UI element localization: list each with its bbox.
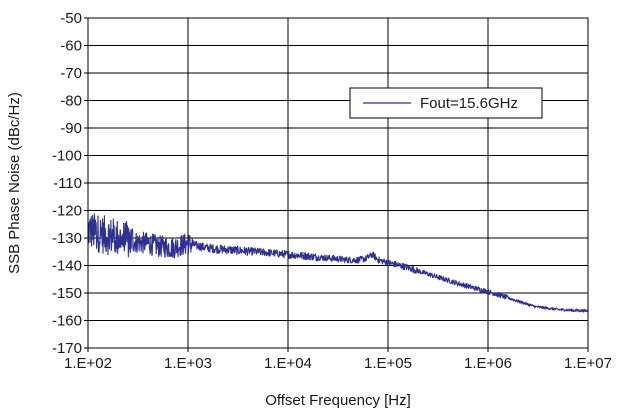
legend: Fout=15.6GHz xyxy=(349,87,543,119)
y-tick-label: -170 xyxy=(52,340,82,357)
y-tick-label: -140 xyxy=(52,258,82,275)
y-tick-label: -50 xyxy=(60,10,82,27)
x-tick-label: 1.E+02 xyxy=(64,355,112,372)
y-tick-label: -110 xyxy=(53,175,82,192)
y-tick-label: -90 xyxy=(60,120,82,137)
x-tick-label: 1.E+05 xyxy=(364,355,412,372)
y-tick-label: -70 xyxy=(60,65,82,82)
y-axis-label: SSB Phase Noise (dBc/Hz) xyxy=(6,92,23,274)
x-tick-label: 1.E+06 xyxy=(464,355,512,372)
x-tick-label: 1.E+07 xyxy=(564,355,612,372)
y-tick-label: -80 xyxy=(60,93,82,110)
x-tick-label: 1.E+03 xyxy=(164,355,212,372)
y-tick-label: -130 xyxy=(52,230,82,247)
y-tick-label: -120 xyxy=(52,203,82,220)
y-tick-label: -100 xyxy=(52,148,82,165)
x-tick-label: 1.E+04 xyxy=(264,355,312,372)
y-tick-label: -160 xyxy=(52,313,82,330)
y-tick-label: -150 xyxy=(52,285,82,302)
series-line-fout xyxy=(87,213,589,313)
y-tick-labels: -50 -60 -70 -80 -90 -100 -110 -120 -130 -140 -150 -… xyxy=(52,10,82,357)
x-axis-label: Offset Frequency [Hz] xyxy=(265,392,411,409)
x-tick-labels: 1.E+02 1.E+03 1.E+04 1.E+05 1.E+06 1.E+07 xyxy=(64,355,612,372)
plot-border xyxy=(87,17,589,349)
legend-label: Fout=15.6GHz xyxy=(420,95,518,112)
y-tick-label: -60 xyxy=(60,38,82,55)
